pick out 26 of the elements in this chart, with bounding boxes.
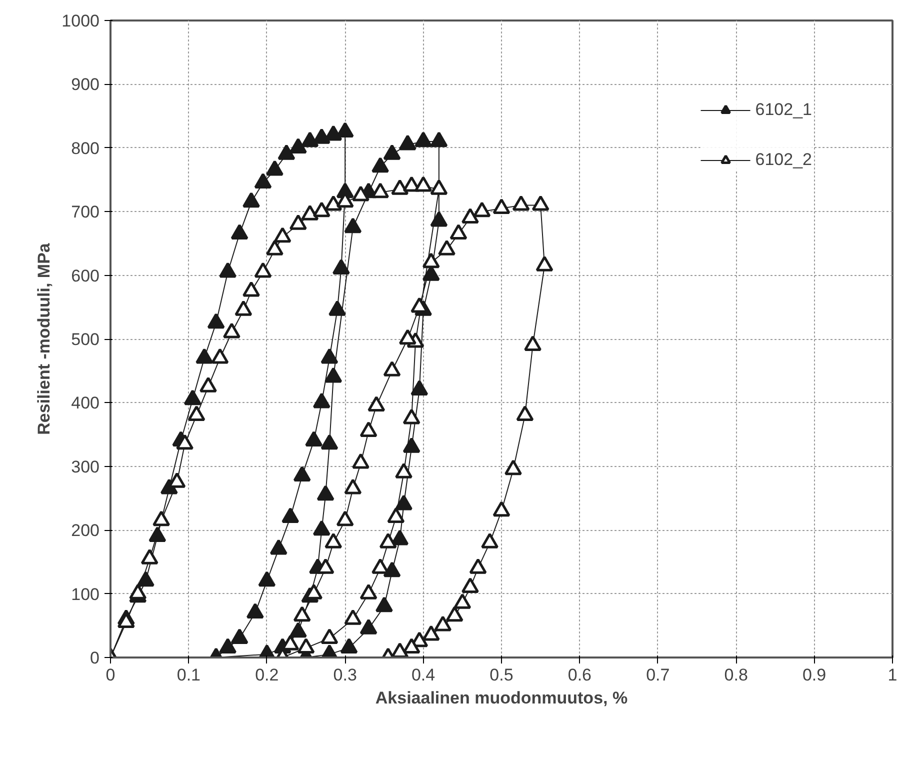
y-tick-label: 600	[71, 266, 100, 286]
y-tick-label: 300	[71, 457, 100, 476]
x-axis-title: Aksiaalinen muodonmuutos, %	[375, 688, 628, 708]
x-tick-label: 0.5	[490, 666, 514, 684]
legend-label: 6102_2	[755, 150, 812, 170]
x-tick-label: 0.9	[802, 666, 826, 684]
y-tick-label: 100	[71, 584, 100, 604]
x-tick-label: 0	[106, 666, 116, 684]
x-tick-label: 0.6	[568, 666, 592, 684]
legend-label: 6102_1	[755, 100, 812, 120]
y-tick-label: 800	[71, 138, 100, 158]
x-tick-label: 0.4	[411, 666, 436, 684]
x-tick-label: 1	[888, 666, 898, 684]
y-axis-title: Resilient -moduuli, MPa	[34, 242, 54, 435]
y-tick-label: 500	[71, 330, 100, 349]
y-tick-label: 0	[90, 648, 100, 668]
y-tick-label: 400	[71, 394, 100, 413]
y-tick-label: 1000	[62, 12, 100, 30]
x-tick-label: 0.7	[646, 666, 670, 684]
x-tick-label: 0.3	[333, 666, 357, 684]
x-tick-label: 0.1	[176, 666, 201, 684]
x-tick-label: 0.8	[724, 666, 748, 684]
x-tick-label: 0.2	[255, 666, 279, 684]
y-tick-label: 200	[71, 521, 100, 540]
y-tick-label: 900	[71, 75, 100, 94]
y-tick-label: 700	[71, 202, 100, 222]
